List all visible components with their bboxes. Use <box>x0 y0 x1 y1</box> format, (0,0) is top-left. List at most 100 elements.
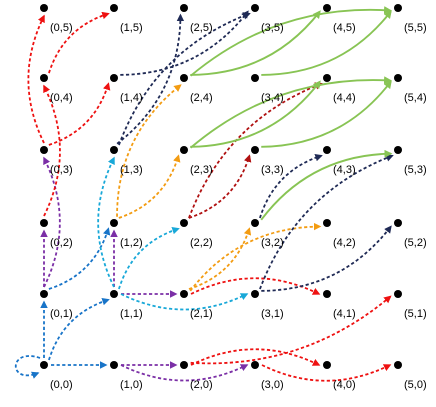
node-5-2: (5,2) <box>394 219 427 249</box>
node-dot <box>394 4 402 12</box>
node-dot <box>40 74 48 82</box>
edge-2-2-to-3-3 <box>188 154 252 219</box>
node-label: (1,5) <box>120 22 143 34</box>
edge-0-1-to-1-2 <box>48 227 111 290</box>
node-dot <box>180 361 188 369</box>
node-dot <box>251 219 259 227</box>
node-dot <box>40 219 48 227</box>
node-label: (2,4) <box>190 92 213 104</box>
node-label: (5,0) <box>404 379 427 391</box>
node-3-5: (3,5) <box>251 4 284 34</box>
node-2-4: (2,4) <box>180 74 213 104</box>
node-3-0: (3,0) <box>251 361 284 391</box>
node-dot <box>110 146 118 154</box>
edge-3-3-to-5-4 <box>261 80 392 148</box>
node-dot <box>394 146 402 154</box>
node-label: (3,3) <box>261 164 284 176</box>
edge-0-2-to-0-4 <box>43 84 61 217</box>
node-4-3: (4,3) <box>323 146 356 176</box>
edge-1-1-to-1-3 <box>97 156 115 288</box>
node-dot <box>110 4 118 12</box>
node-label: (0,3) <box>50 164 73 176</box>
edge-0-1-to-0-3 <box>43 156 61 288</box>
node-label: (0,1) <box>50 308 73 320</box>
node-5-0: (5,0) <box>394 361 427 391</box>
node-3-3: (3,3) <box>251 146 284 176</box>
node-label: (3,4) <box>261 92 284 104</box>
edge-2-1-to-4-2 <box>189 222 322 292</box>
node-4-4: (4,4) <box>323 74 356 104</box>
node-dot <box>323 361 331 369</box>
node-5-4: (5,4) <box>394 74 427 104</box>
node-label: (3,2) <box>261 237 284 249</box>
node-dot <box>323 74 331 82</box>
node-2-3: (2,3) <box>180 146 213 176</box>
node-5-3: (5,3) <box>394 146 427 176</box>
node-label: (1,4) <box>120 92 143 104</box>
node-1-3: (1,3) <box>110 146 143 176</box>
node-3-1: (3,1) <box>251 290 284 320</box>
node-3-4: (3,4) <box>251 74 284 104</box>
node-label: (2,1) <box>190 308 213 320</box>
node-1-5: (1,5) <box>110 4 143 34</box>
node-3-2: (3,2) <box>251 219 284 249</box>
node-0-4: (0,4) <box>40 74 73 104</box>
node-label: (2,2) <box>190 237 213 249</box>
node-4-2: (4,2) <box>323 219 356 249</box>
edge-1-3-to-2-5 <box>116 13 185 145</box>
edge-2-4-to-4-5 <box>190 10 321 76</box>
node-dot <box>394 290 402 298</box>
node-0-2: (0,2) <box>40 219 73 249</box>
nodes-layer: (0,0) (1,0) (2,0) (3,0) (4,0) (5,0) (0,1) (1,1)… <box>40 4 427 391</box>
edge-1-4-to-3-5 <box>120 10 249 76</box>
node-dot <box>323 219 331 227</box>
edge-1-1-to-2-2 <box>118 226 180 290</box>
node-label: (5,1) <box>404 308 427 320</box>
node-0-5: (0,5) <box>40 4 73 34</box>
node-2-5: (2,5) <box>180 4 213 34</box>
node-label: (4,1) <box>333 308 356 320</box>
edge-3-1-to-5-3 <box>259 154 394 290</box>
node-1-1: (1,1) <box>110 290 143 320</box>
node-label: (4,3) <box>333 164 356 176</box>
node-5-5: (5,5) <box>394 4 427 34</box>
edge-2-1-to-3-2 <box>188 227 252 290</box>
node-dot <box>323 146 331 154</box>
node-label: (2,5) <box>190 22 213 34</box>
node-0-0: (0,0) <box>40 361 73 391</box>
node-label: (3,0) <box>261 379 284 391</box>
edge-3-2-to-5-3 <box>260 149 393 221</box>
node-label: (2,3) <box>190 164 213 176</box>
node-2-1: (2,1) <box>180 290 213 320</box>
node-0-1: (0,1) <box>40 290 73 320</box>
node-dot <box>110 219 118 227</box>
node-1-2: (1,2) <box>110 219 143 249</box>
node-label: (5,2) <box>404 237 427 249</box>
node-4-1: (4,1) <box>323 290 356 320</box>
edge-3-4-to-5-5 <box>261 10 392 76</box>
node-dot <box>323 4 331 12</box>
node-label: (1,0) <box>120 379 143 391</box>
node-5-1: (5,1) <box>394 290 427 320</box>
node-label: (4,2) <box>333 237 356 249</box>
node-dot <box>110 74 118 82</box>
node-label: (5,5) <box>404 22 427 34</box>
node-dot <box>110 290 118 298</box>
node-label: (5,3) <box>404 164 427 176</box>
node-dot <box>180 146 188 154</box>
node-dot <box>40 146 48 154</box>
node-label: (0,4) <box>50 92 73 104</box>
edge-3-1-to-5-2 <box>261 225 392 292</box>
node-label: (2,0) <box>190 379 213 391</box>
edge-1-3-to-3-5 <box>118 12 251 146</box>
node-dot <box>394 74 402 82</box>
node-label: (1,2) <box>120 237 143 249</box>
edge-0-0-to-0-0 <box>14 355 41 379</box>
edge-2-4-to-5-5 <box>190 6 392 77</box>
edge-3-2-to-4-3 <box>259 153 323 219</box>
node-label: (3,1) <box>261 308 284 320</box>
node-dot <box>394 219 402 227</box>
node-dot <box>110 361 118 369</box>
edge-2-3-to-4-4 <box>190 80 321 148</box>
